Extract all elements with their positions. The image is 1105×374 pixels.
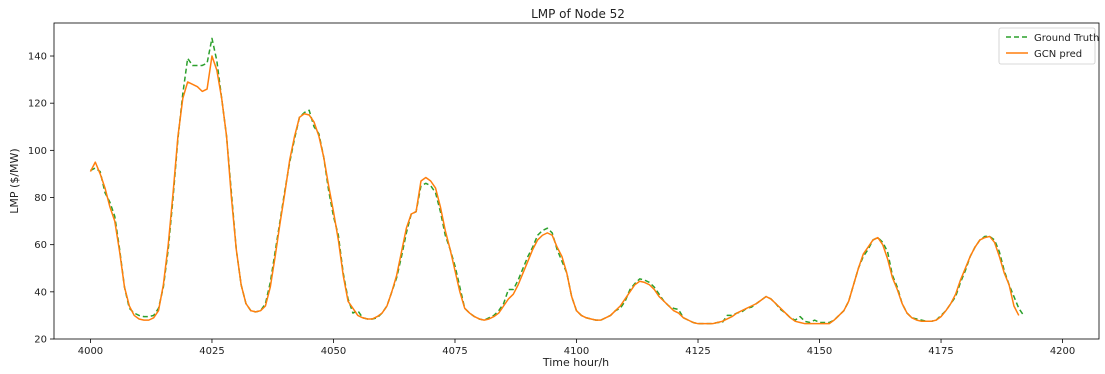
y-tick-label: 20 bbox=[34, 335, 47, 346]
y-axis: 20 40 60 80 100 120 140 bbox=[28, 52, 54, 346]
x-tick-label: 4000 bbox=[78, 346, 103, 357]
y-tick-label: 80 bbox=[34, 193, 47, 204]
x-tick-label: 4200 bbox=[1050, 346, 1075, 357]
x-axis: 4000 4025 4050 4075 4100 4125 4150 4175 4200 bbox=[78, 339, 1075, 357]
y-axis-label: LMP ($/MW) bbox=[8, 148, 21, 213]
y-tick-label: 60 bbox=[34, 240, 47, 251]
legend-label-gcn-pred: GCN pred bbox=[1034, 49, 1082, 60]
y-tick-label: 40 bbox=[34, 287, 47, 298]
y-tick-label: 120 bbox=[28, 99, 47, 110]
chart-title: LMP of Node 52 bbox=[531, 7, 625, 21]
y-tick-label: 100 bbox=[28, 146, 47, 157]
legend: Ground Truth GCN pred bbox=[998, 27, 1099, 65]
x-tick-label: 4050 bbox=[321, 346, 346, 357]
x-tick-label: 4175 bbox=[928, 346, 953, 357]
plot-frame bbox=[53, 22, 1100, 340]
series-layer bbox=[89, 37, 1025, 325]
x-axis-label: Time hour/h bbox=[542, 356, 609, 369]
plot-area bbox=[53, 22, 1100, 340]
x-tick-label: 4075 bbox=[442, 346, 467, 357]
y-tick-label: 140 bbox=[28, 52, 47, 63]
legend-label-ground-truth: Ground Truth bbox=[1034, 33, 1099, 44]
x-tick-label: 4025 bbox=[199, 346, 224, 357]
x-tick-label: 4125 bbox=[685, 346, 710, 357]
x-tick-label: 4150 bbox=[807, 346, 832, 357]
series-line-gcn-pred bbox=[89, 55, 1020, 325]
x-tick-label: 4100 bbox=[564, 346, 589, 357]
